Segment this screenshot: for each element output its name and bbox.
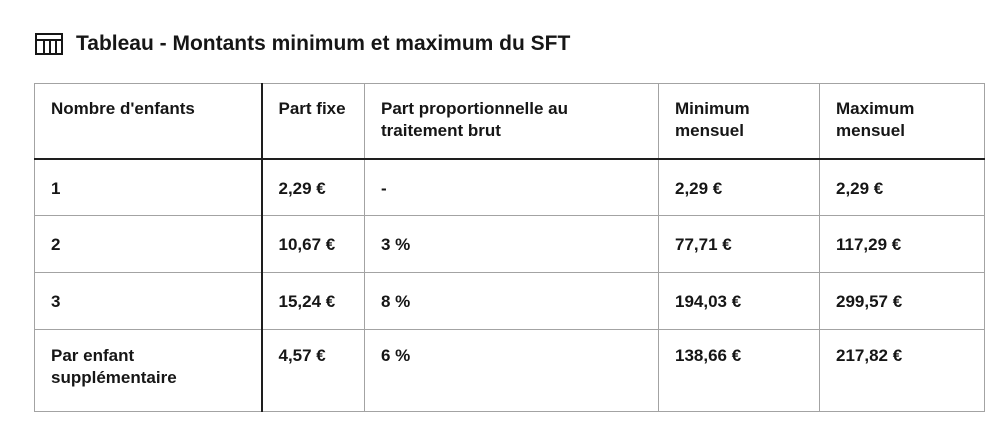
cell-minimum-mensuel: 2,29 € — [658, 158, 820, 216]
table-row: 2 10,67 € 3 % 77,71 € 117,29 € — [34, 215, 985, 273]
header-minimum-mensuel: Minimum mensuel — [658, 83, 820, 160]
cell-nombre-enfants: Par enfant supplémentaire — [34, 329, 263, 412]
cell-maximum-mensuel: 2,29 € — [819, 158, 985, 216]
cell-part-fixe: 2,29 € — [261, 158, 365, 216]
table-icon — [34, 32, 64, 56]
cell-maximum-mensuel: 217,82 € — [819, 329, 985, 412]
cell-part-fixe: 10,67 € — [261, 215, 365, 273]
header-part-fixe: Part fixe — [261, 83, 365, 160]
table-heading: Tableau - Montants minimum et maximum du… — [34, 28, 570, 60]
table-row: 1 2,29 € - 2,29 € 2,29 € — [34, 158, 985, 216]
cell-nombre-enfants: 3 — [34, 272, 263, 330]
cut-off-text-fragment: ˙˙˙˙˙˙ — [34, 0, 114, 6]
cell-part-proportionnelle: 3 % — [364, 215, 659, 273]
cell-part-fixe: 4,57 € — [261, 329, 365, 412]
table-row: Par enfant supplémentaire 4,57 € 6 % 138… — [34, 329, 985, 412]
cell-maximum-mensuel: 299,57 € — [819, 272, 985, 330]
cell-part-fixe: 15,24 € — [261, 272, 365, 330]
cell-part-proportionnelle: - — [364, 158, 659, 216]
sft-amounts-table: Nombre d'enfants Part fixe Part proporti… — [34, 83, 985, 412]
cell-minimum-mensuel: 138,66 € — [658, 329, 820, 412]
cell-part-proportionnelle: 6 % — [364, 329, 659, 412]
table-title: Tableau - Montants minimum et maximum du… — [76, 32, 571, 55]
table-header-row: Nombre d'enfants Part fixe Part proporti… — [34, 83, 985, 160]
header-maximum-mensuel: Maximum mensuel — [819, 83, 985, 160]
cell-maximum-mensuel: 117,29 € — [819, 215, 985, 273]
cell-nombre-enfants: 2 — [34, 215, 263, 273]
header-nombre-enfants: Nombre d'enfants — [34, 83, 263, 160]
cell-minimum-mensuel: 77,71 € — [658, 215, 820, 273]
cell-part-proportionnelle: 8 % — [364, 272, 659, 330]
cell-minimum-mensuel: 194,03 € — [658, 272, 820, 330]
cell-nombre-enfants: 1 — [34, 158, 263, 216]
table-row: 3 15,24 € 8 % 194,03 € 299,57 € — [34, 272, 985, 330]
header-part-proportionnelle: Part proportionnelle au traitement brut — [364, 83, 659, 160]
